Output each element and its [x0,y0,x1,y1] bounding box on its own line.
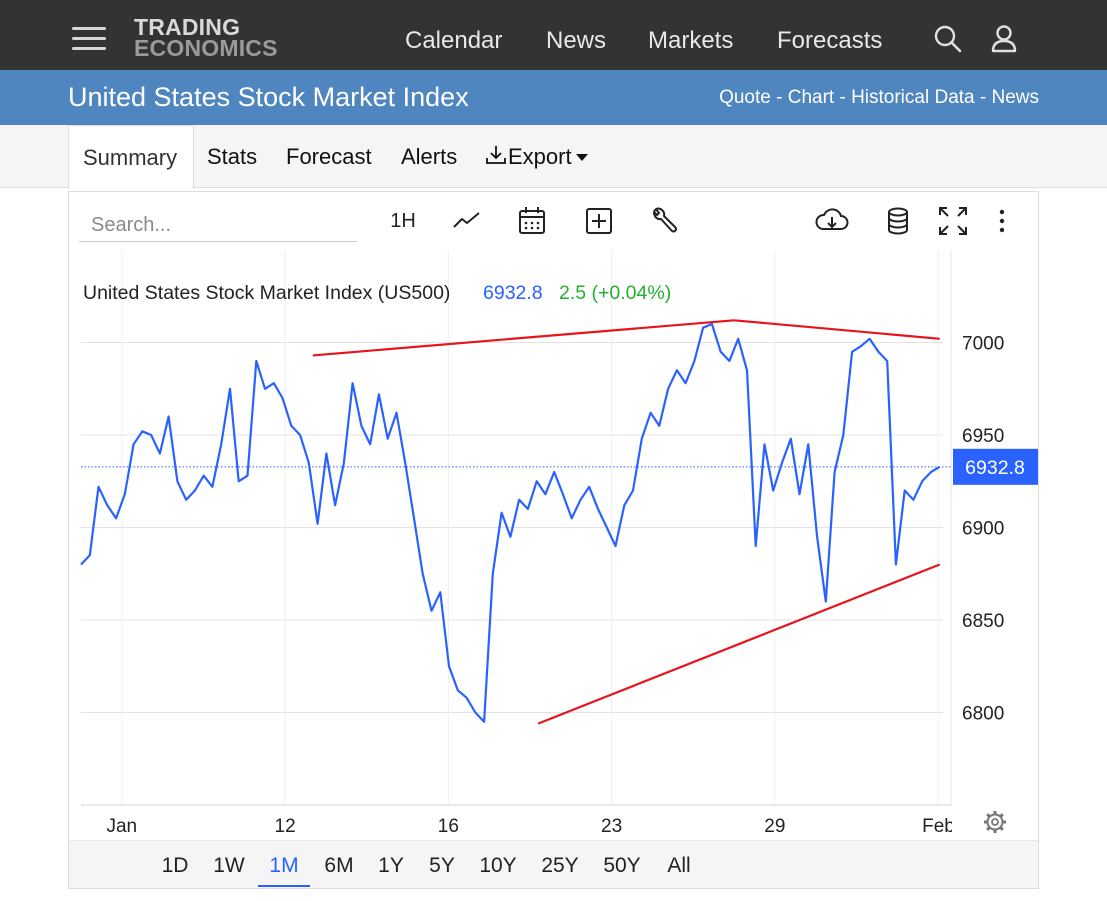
logo[interactable]: TRADING ECONOMICS [134,14,278,61]
range-50y[interactable]: 50Y [603,854,641,877]
more-icon[interactable] [994,204,1010,238]
tab-bar: Summary Stats Forecast Alerts Export [0,125,1107,189]
x-tick-label: Jan [106,816,137,837]
last-value: 6932.8 [483,282,543,304]
tab-export[interactable]: Export [484,125,588,188]
top-navigation-bar: TRADING ECONOMICS Calendar News Markets … [0,0,1107,70]
x-tick-label: 29 [764,816,785,837]
price-chart[interactable]: United States Stock Market Index (US500)… [69,192,1038,840]
menu-icon[interactable] [72,25,106,51]
page-title: United States Stock Market Index [68,82,469,112]
range-selector: 1D 1W 1M 6M 1Y 5Y 10Y 25Y 50Y All [69,840,1038,888]
wrench-icon[interactable] [648,204,680,238]
trend-line [537,563,941,725]
user-icon[interactable] [990,24,1020,54]
chart-panel: 1H United States Stock Market Index (US5… [68,191,1039,889]
x-tick-label: 23 [601,816,622,837]
range-1w[interactable]: 1W [213,854,245,877]
tab-summary[interactable]: Summary [68,125,194,189]
trend-line [733,319,940,340]
trend-line [312,319,735,357]
price-tag [953,448,1038,485]
y-tick-label: 7000 [962,334,1004,355]
price-tag-label: 6932.8 [965,457,1025,479]
y-tick-label: 6950 [962,426,1004,447]
y-tick-label: 6800 [962,704,1004,725]
nav-calendar[interactable]: Calendar [405,27,503,54]
x-tick-label: 12 [275,816,296,837]
price-change: 2.5 (+0.04%) [559,282,671,304]
nav-news[interactable]: News [546,27,607,54]
range-5y[interactable]: 5Y [429,854,455,877]
line-chart-icon[interactable] [451,204,483,238]
download-cloud-icon[interactable] [814,204,850,238]
search-icon[interactable] [933,24,963,54]
range-25y[interactable]: 25Y [541,854,579,877]
range-6m[interactable]: 6M [324,854,354,877]
x-tick-label: Feb [922,816,955,837]
search-input[interactable] [79,210,357,242]
y-tick-label: 6850 [962,611,1004,632]
series-line [80,322,941,723]
fullscreen-icon[interactable] [936,204,970,238]
x-tick-label: 16 [438,816,459,837]
tab-stats[interactable]: Stats [207,144,258,169]
logo-line-1: TRADING [134,14,241,40]
calendar-icon[interactable] [516,204,548,238]
chart-title: United States Stock Market Index (US500) [83,282,450,304]
settings-icon[interactable] [984,811,1006,833]
caret-down-icon [575,154,588,161]
nav-forecasts[interactable]: Forecasts [777,27,883,54]
range-all[interactable]: All [667,854,691,877]
interval-button[interactable]: 1H [390,210,416,232]
logo-line-2: ECONOMICS [134,35,278,61]
range-1d[interactable]: 1D [161,854,189,877]
download-icon [484,128,508,191]
database-icon[interactable] [882,204,914,238]
page-header: United States Stock Market Index Quote -… [0,70,1107,125]
y-tick-label: 6900 [962,519,1004,540]
section-links[interactable]: Quote - Chart - Historical Data - News [719,87,1039,108]
range-1m[interactable]: 1M [258,841,310,887]
add-icon[interactable] [583,204,615,238]
tab-forecast[interactable]: Forecast [286,144,372,169]
nav-markets[interactable]: Markets [648,27,734,54]
range-10y[interactable]: 10Y [479,854,517,877]
tab-alerts[interactable]: Alerts [401,144,458,169]
range-1y[interactable]: 1Y [378,854,404,877]
export-label: Export [508,144,572,169]
